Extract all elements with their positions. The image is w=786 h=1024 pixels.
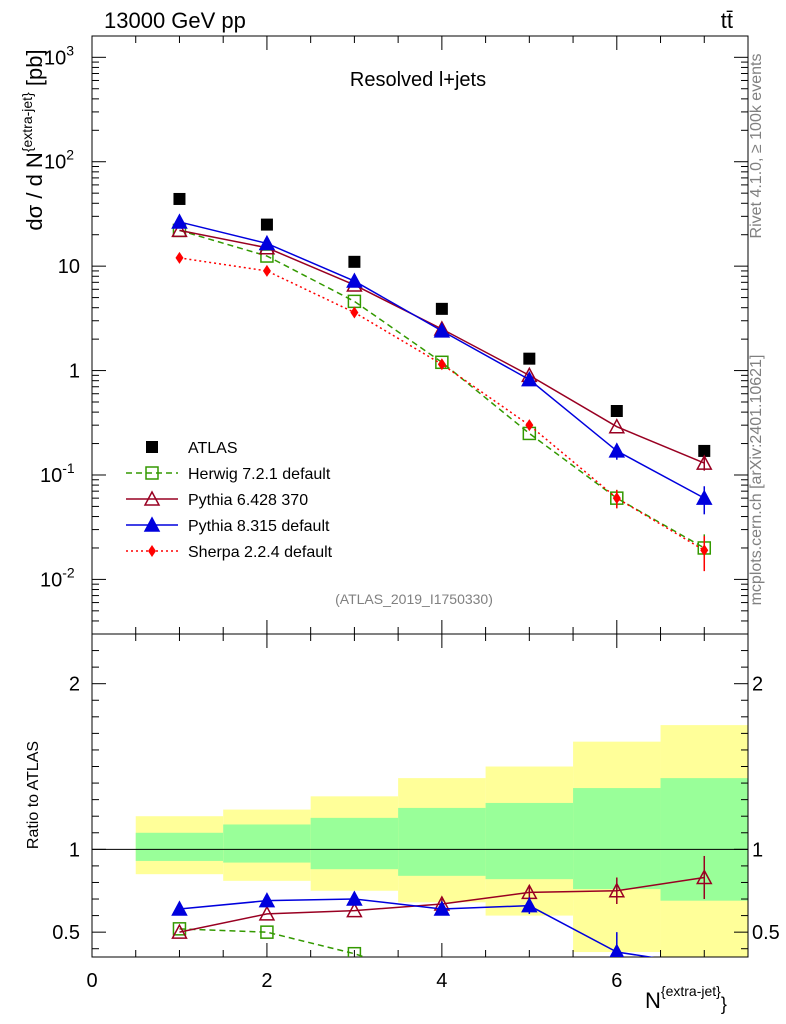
main-y-axis-label-tail: [pb] [22,49,47,92]
ratio-y-tick-label: 2 [69,674,80,696]
main-series-line-1 [179,229,705,549]
legend-label: ATLAS [188,440,238,457]
legend: ATLAS Herwig 7.2.1 default Pythia 6.428 37… [126,440,333,561]
ratio-y-tick-label-right: 1 [752,839,763,861]
main-point-0 [173,192,186,205]
ratio-point-0 [347,946,362,957]
ratio-band-green-3 [398,807,486,876]
main-point-3 [346,272,363,288]
mcplots-label: mcplots.cern.ch [arXiv:2401.10621] [748,355,765,606]
ratio-point-2 [609,943,625,957]
ratio-panel: 0 2 4 6 0.5 0.5 1 1 2 2 [52,633,780,992]
main-point-0 [260,218,273,231]
main-point-3 [171,213,188,229]
main-point-3 [608,442,626,458]
ratio-y-tick-label-right: 2 [752,674,763,696]
x-axis-label-tail: } [721,994,727,1014]
x-tick-label: 2 [261,970,272,992]
ratio-point-0 [260,925,274,939]
ratio-point-2 [171,900,188,916]
ratio-point-2 [433,900,451,916]
main-point-3 [521,370,538,387]
legend-label: Herwig 7.2.1 default [188,466,331,483]
ratio-frame [91,633,749,958]
main-point-4 [612,492,621,505]
ratio-point-2 [521,897,538,913]
ratio-band-green-1 [223,824,311,863]
main-y-axis-label-sup: {extra-jet} [19,92,35,152]
main-point-2 [171,221,188,238]
main-title: Resolved l+jets [350,69,486,91]
ratio-y-axis-label: Ratio to ATLAS [25,741,42,849]
main-y-axis-label-main: dσ / d N [22,152,47,230]
legend-marker-3 [143,516,161,532]
legend-marker-2 [143,490,161,506]
main-point-3 [433,322,451,338]
rivet-version-label: Rivet 4.1.0, ≥ 100k events [748,54,765,239]
ratio-band-green-2 [310,817,399,870]
ratio-series-line-0 [179,928,367,957]
main-point-4 [175,251,184,264]
main-point-0 [523,352,536,365]
main-point-2 [608,418,626,434]
legend-marker-4 [148,545,156,557]
ratio-y-tick-label: 1 [69,839,80,861]
ratio-band-green-5 [573,788,661,890]
ratio-series-group [171,855,713,957]
main-point-4 [437,358,446,371]
x-tick-label: 6 [611,970,622,992]
main-point-0 [348,255,361,268]
main-point-0 [698,444,711,457]
main-series-line-2 [179,229,705,464]
ratio-point-1 [696,868,713,885]
energy-label: 13000 GeV pp [104,8,246,33]
ratio-y-tick-label-right: 0.5 [752,922,780,944]
main-y-tick-label: 1 [69,361,80,383]
ratio-band-green-4 [485,802,574,880]
main-y-tick-label: 102 [44,147,74,174]
main-y-tick-label: 10-1 [40,460,75,487]
legend-label: Pythia 8.315 default [188,518,330,535]
main-point-3 [258,234,276,251]
ratio-point-1 [171,923,188,939]
x-tick-label: 4 [436,970,447,992]
x-axis-label-main: N [645,988,661,1013]
main-point-3 [696,489,713,505]
legend-label: Pythia 6.428 370 [188,492,308,509]
ratio-point-1 [608,882,626,898]
ratio-y-tick-label: 0.5 [52,922,80,944]
ratio-band-green-0 [135,832,224,861]
main-point-0 [610,404,623,417]
main-point-4 [262,264,271,277]
main-y-tick-label: 10-2 [40,564,75,591]
main-point-0 [435,302,448,315]
ratio-point-2 [346,890,363,906]
legend-marker-1 [145,466,159,480]
process-label: tt̄ [721,8,733,33]
x-axis-label: N{extra-jet}} [645,983,727,1014]
x-tick-label: 0 [86,970,97,992]
main-point-4 [350,306,359,319]
main-point-2 [696,454,713,470]
main-panel: 10-2 10-1 1 10 102 103 [40,35,749,635]
analysis-annotation: (ATLAS_2019_I1750330) [335,591,493,607]
main-point-4 [525,419,534,432]
ratio-point-2 [258,892,276,908]
ratio-point-0 [172,922,187,936]
main-point-4 [700,544,709,557]
main-y-tick-label: 103 [44,42,74,69]
legend-marker-0 [146,441,158,453]
ratio-point-1 [346,902,363,918]
main-y-tick-label: 10 [58,256,80,278]
main-y-axis-label: dσ / d N{extra-jet} [pb] [19,49,47,230]
x-axis-label-sup: {extra-jet} [661,983,721,999]
ratio-point-1 [258,905,276,921]
main-point-1 [347,294,362,309]
legend-label: Sherpa 2.2.4 default [188,544,333,561]
